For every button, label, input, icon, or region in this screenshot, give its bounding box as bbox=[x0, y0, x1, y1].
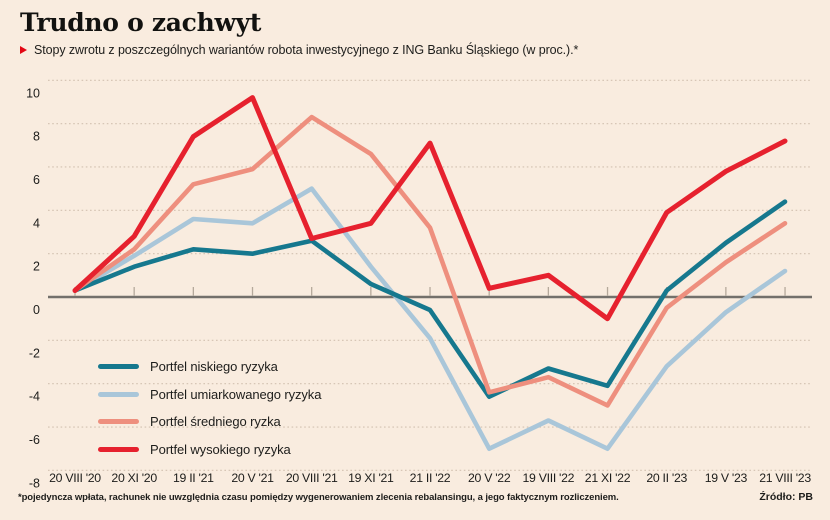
legend-label: Portfel niskiego ryzyka bbox=[150, 359, 278, 375]
footnote: *pojedyncza wpłata, rachunek nie uwzględ… bbox=[18, 492, 619, 503]
series-line-1 bbox=[72, 186, 788, 452]
legend-label: Portfel średniego ryzka bbox=[150, 414, 281, 430]
x-axis-label: 19 II '21 bbox=[173, 471, 214, 485]
x-axis-label: 20 V '21 bbox=[231, 471, 274, 485]
subtitle: Stopy zwrotu z poszczególnych wariantów … bbox=[34, 43, 579, 57]
series-line-3 bbox=[72, 95, 788, 322]
x-axis-label: 20 XI '20 bbox=[111, 471, 157, 485]
series-line-0 bbox=[72, 199, 788, 400]
legend: Portfel niskiego ryzyka Portfel umiarkow… bbox=[98, 353, 321, 463]
x-axis-label: 21 II '22 bbox=[410, 471, 451, 485]
legend-swatch-high-risk bbox=[98, 446, 139, 452]
legend-swatch-medium-risk bbox=[98, 419, 139, 425]
legend-label: Portfel wysokiego ryzyka bbox=[150, 441, 291, 457]
page-title: Trudno o zachwyt bbox=[20, 8, 262, 37]
legend-item: Portfel średniego ryzka bbox=[98, 408, 321, 436]
y-axis-label: 0 bbox=[33, 303, 40, 317]
x-axis-label: 20 II '23 bbox=[646, 471, 687, 485]
legend-label: Portfel umiarkowanego ryzyka bbox=[150, 386, 322, 402]
x-axis-label: 21 XI '22 bbox=[585, 471, 631, 485]
y-axis-label: 4 bbox=[33, 216, 40, 230]
red-triangle-bullet-icon bbox=[20, 46, 27, 54]
y-axis-label: 10 bbox=[26, 86, 40, 100]
x-axis-label: 20 V '22 bbox=[468, 471, 511, 485]
source-label: Źródło: PB bbox=[759, 491, 813, 503]
legend-item: Portfel wysokiego ryzyka bbox=[98, 436, 321, 464]
subtitle-row: Stopy zwrotu z poszczególnych wariantów … bbox=[20, 43, 578, 57]
x-axis-label: 20 VIII '20 bbox=[49, 471, 101, 485]
x-axis-label: 19 XI '21 bbox=[348, 471, 394, 485]
y-axis-label: 2 bbox=[33, 260, 40, 274]
legend-swatch-low-risk bbox=[98, 364, 139, 370]
legend-item: Portfel niskiego ryzyka bbox=[98, 353, 321, 381]
x-axis-label: 20 VIII '21 bbox=[286, 471, 338, 485]
series-line-2 bbox=[72, 114, 788, 408]
y-axis-label: -6 bbox=[29, 433, 40, 447]
x-axis-label: 19 V '23 bbox=[705, 471, 748, 485]
legend-swatch-moderate-risk bbox=[98, 391, 139, 397]
y-axis-label: -8 bbox=[29, 476, 40, 490]
x-axis-label: 19 VIII '22 bbox=[523, 471, 575, 485]
x-axis-label: 21 VIII '23 bbox=[759, 471, 811, 485]
y-axis-label: 8 bbox=[33, 130, 40, 144]
legend-item: Portfel umiarkowanego ryzyka bbox=[98, 381, 321, 409]
y-axis-label: -2 bbox=[29, 346, 40, 360]
y-axis-label: 6 bbox=[33, 173, 40, 187]
y-axis-label: -4 bbox=[29, 390, 40, 404]
